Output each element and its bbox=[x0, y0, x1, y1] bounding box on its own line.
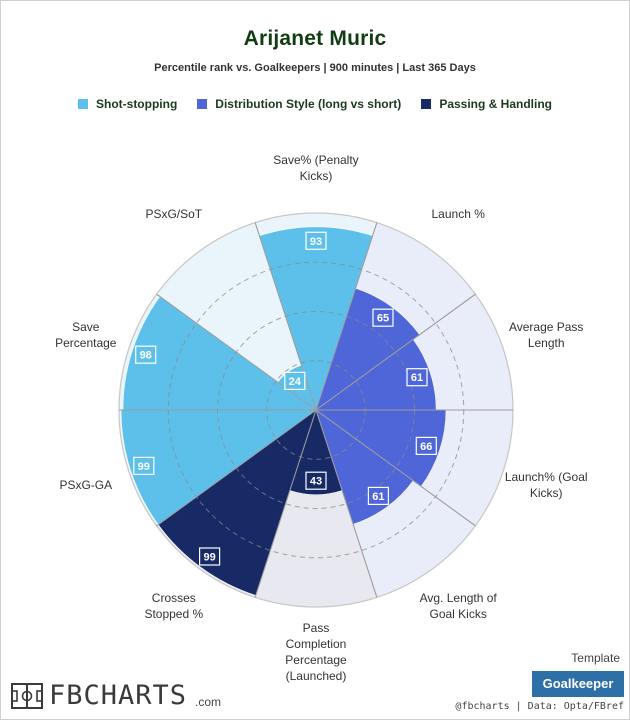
value-label-text: 93 bbox=[310, 236, 322, 248]
pitch-icon bbox=[11, 683, 43, 709]
value-label-box bbox=[367, 486, 389, 505]
legend-label: Passing & Handling bbox=[439, 97, 552, 111]
axis-label: Launch % bbox=[431, 207, 485, 222]
value-bar bbox=[122, 296, 317, 411]
value-label: 24 bbox=[284, 371, 306, 390]
chart-subtitle: Percentile rank vs. Goalkeepers | 900 mi… bbox=[154, 62, 476, 74]
spoke bbox=[254, 409, 317, 598]
data-credits: @fbcharts | Data: Opta/FBref bbox=[455, 701, 624, 712]
value-bar bbox=[315, 338, 437, 411]
value-label: 99 bbox=[133, 456, 155, 475]
value-label-text: 61 bbox=[372, 491, 384, 503]
value-label: 61 bbox=[367, 486, 389, 505]
legend-label: Shot-stopping bbox=[95, 97, 178, 111]
value-label-box bbox=[372, 308, 394, 327]
value-bar bbox=[120, 409, 317, 526]
logo-suffix: .com bbox=[195, 695, 222, 709]
value-label-text: 61 bbox=[411, 372, 423, 384]
value-label-text: 99 bbox=[203, 552, 215, 564]
value-label-box bbox=[415, 436, 437, 455]
value-label-box bbox=[135, 345, 157, 364]
value-bar bbox=[157, 409, 317, 596]
value-label: 99 bbox=[199, 547, 221, 566]
template-badge[interactable]: Goalkeeper bbox=[532, 671, 624, 697]
axis-label: Pass Completion Percentage (Launched) bbox=[285, 621, 347, 683]
value-label-box bbox=[199, 547, 221, 566]
axis-label: Crosses Stopped % bbox=[144, 590, 204, 621]
spoke bbox=[315, 293, 476, 411]
legend-swatch bbox=[197, 99, 208, 109]
value-label-text: 66 bbox=[420, 441, 432, 453]
axis-label: Avg. Length of Goal Kicks bbox=[419, 590, 497, 621]
value-bar bbox=[315, 409, 447, 487]
chart-legend: Shot-stopping Distribution Style (long v… bbox=[0, 97, 630, 111]
value-label-box bbox=[305, 471, 327, 490]
value-label: 65 bbox=[372, 308, 394, 327]
value-label-box bbox=[305, 231, 327, 250]
fbcharts-logo: FBCHARTS .com bbox=[11, 682, 221, 710]
value-bar bbox=[259, 226, 373, 411]
spoke bbox=[254, 222, 317, 411]
legend-label: Distribution Style (long vs short) bbox=[215, 97, 402, 111]
template-caption: Template bbox=[571, 651, 620, 665]
chart-title: Arijanet Muric bbox=[243, 27, 387, 50]
value-label: 93 bbox=[305, 231, 327, 250]
legend-item-shot-stopping: Shot-stopping bbox=[77, 97, 178, 111]
axis-label: Launch% (Goal Kicks) bbox=[504, 469, 588, 500]
value-label-box bbox=[133, 456, 155, 475]
spoke bbox=[315, 409, 476, 527]
value-bar bbox=[315, 287, 421, 411]
legend-swatch bbox=[77, 99, 88, 109]
spoke bbox=[315, 409, 378, 598]
value-label-box bbox=[284, 371, 306, 390]
axis-label: PSxG/SoT bbox=[145, 207, 203, 222]
legend-swatch bbox=[421, 99, 432, 109]
axis-label: Average Pass Length bbox=[508, 320, 584, 351]
spoke bbox=[315, 222, 378, 411]
legend-item-distribution: Distribution Style (long vs short) bbox=[197, 97, 401, 111]
value-label: 98 bbox=[135, 345, 157, 364]
value-label: 61 bbox=[406, 368, 428, 387]
spoke bbox=[156, 293, 317, 411]
value-label: 66 bbox=[415, 436, 437, 455]
value-label-text: 65 bbox=[377, 313, 389, 325]
value-label-text: 99 bbox=[138, 461, 150, 473]
legend-item-passing: Passing & Handling bbox=[421, 97, 552, 111]
value-label-text: 43 bbox=[310, 476, 322, 488]
value-label-text: 98 bbox=[140, 350, 152, 362]
value-label-text: 24 bbox=[289, 376, 302, 388]
axis-label: Save Percentage bbox=[55, 320, 117, 351]
value-label-box bbox=[406, 368, 428, 387]
value-label: 43 bbox=[305, 471, 327, 490]
logo-text: FBCHARTS bbox=[49, 680, 188, 711]
axis-label: PSxG-GA bbox=[59, 477, 113, 492]
spoke bbox=[156, 409, 317, 527]
axis-label: Save% (Penalty Kicks) bbox=[273, 153, 359, 183]
